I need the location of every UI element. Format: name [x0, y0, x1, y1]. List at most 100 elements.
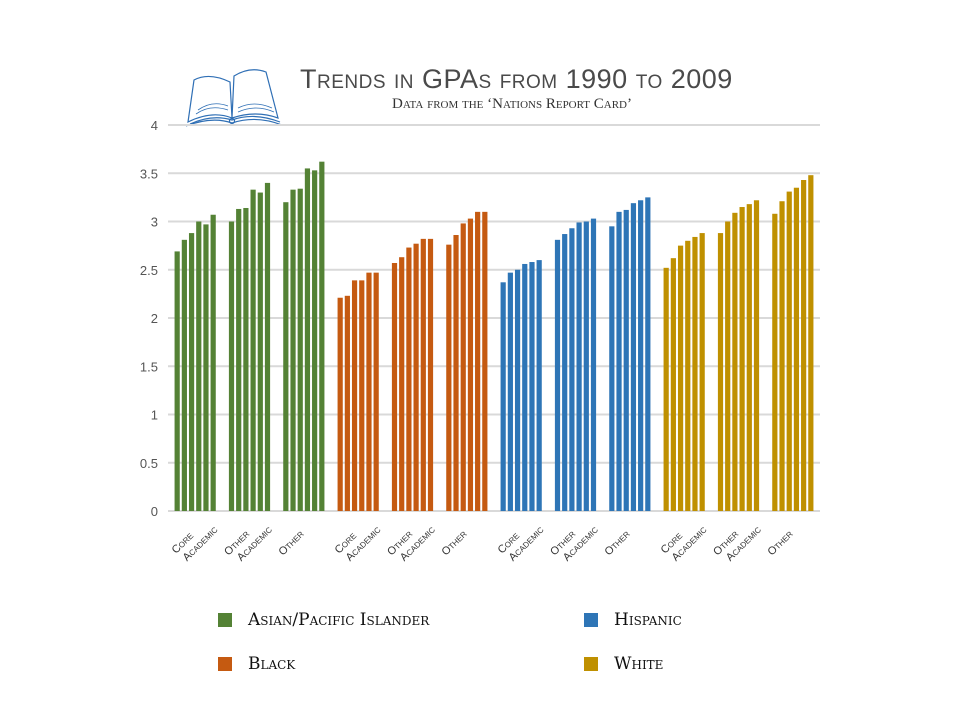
bar [482, 211, 488, 511]
legend-label: Hispanic [614, 610, 682, 630]
bar [609, 226, 615, 511]
bar [399, 257, 405, 511]
bar [373, 272, 379, 511]
bar [779, 201, 785, 512]
bar [243, 207, 249, 512]
bar [500, 282, 506, 511]
bar [725, 221, 731, 511]
y-tick-label: 4 [151, 118, 158, 133]
bar [304, 168, 311, 512]
bar [236, 208, 242, 511]
bar [391, 262, 398, 511]
bar [685, 240, 691, 512]
bar [793, 187, 800, 511]
bar [529, 262, 535, 511]
bar [616, 211, 622, 511]
bar [801, 180, 807, 511]
bar [319, 161, 325, 512]
bar [772, 213, 778, 511]
bar [663, 267, 669, 511]
x-axis-labels: CoreAcademic OtherAcademic Other CoreAcadem… [170, 515, 796, 568]
open-book-logo [185, 69, 283, 127]
bar [196, 221, 202, 511]
y-tick-label: 0.5 [140, 456, 158, 471]
bar [351, 280, 358, 511]
bar [717, 233, 724, 511]
bar [692, 236, 698, 511]
bar [453, 235, 459, 511]
y-tick-label: 0 [151, 504, 158, 519]
chart-title: Trends in GPAs from 1990 to 2009 [300, 64, 733, 94]
bar [228, 221, 235, 511]
x-category-label: CoreAcademic [496, 515, 547, 566]
bar [475, 211, 481, 511]
bar [590, 218, 597, 512]
x-category-label: CoreAcademic [333, 515, 384, 566]
bar [446, 244, 452, 511]
bar [290, 189, 296, 511]
x-category-label: Other [276, 528, 306, 558]
bar [174, 251, 180, 512]
x-category-label: CoreAcademic [659, 515, 710, 566]
gridlines [168, 124, 820, 512]
bar [264, 182, 271, 511]
bar [732, 212, 738, 511]
legend-item-asian-pacific-islander: Asian/Pacific Islander [218, 610, 429, 630]
bars [174, 161, 814, 512]
legend-item-hispanic: Hispanic [584, 610, 682, 630]
x-category-label: OtherAcademic [222, 515, 275, 568]
bar [359, 280, 365, 511]
bar [583, 221, 589, 511]
bar [460, 223, 466, 511]
bar [250, 189, 256, 511]
y-tick-label: 2 [151, 311, 158, 326]
bar [670, 258, 676, 511]
bar [569, 228, 575, 511]
bar [420, 238, 426, 511]
bar [753, 200, 760, 511]
x-category-label: OtherAcademic [548, 515, 601, 568]
bar [188, 233, 195, 511]
y-tick-label: 1.5 [140, 359, 158, 374]
bar [283, 202, 289, 511]
y-axis-ticks: 0 0.5 1 1.5 2 2.5 3 3.5 4 [140, 118, 158, 519]
bar [514, 269, 521, 511]
legend-label: Asian/Pacific Islander [248, 610, 430, 630]
bar [630, 203, 637, 512]
bar [576, 222, 582, 511]
y-tick-label: 3.5 [140, 166, 158, 181]
bar [507, 272, 513, 511]
y-tick-label: 3 [151, 215, 158, 230]
bar [312, 170, 318, 512]
bar [554, 239, 561, 511]
bar [623, 209, 629, 512]
bar [786, 191, 792, 511]
bar [413, 243, 419, 511]
x-category-label: OtherAcademic [711, 515, 764, 568]
bar [562, 234, 568, 512]
bar [638, 200, 644, 511]
legend-label: White [614, 654, 664, 674]
legend-item-black: Black [218, 654, 295, 674]
legend-swatch [218, 613, 232, 627]
bar [699, 233, 705, 511]
x-category-label: Other [765, 528, 795, 558]
bar [344, 295, 350, 511]
bar [645, 197, 651, 511]
bar [203, 224, 209, 511]
legend-item-white: White [584, 654, 663, 674]
legend-swatch [218, 657, 232, 671]
bar [366, 272, 372, 511]
bar [337, 297, 343, 511]
bar [427, 238, 434, 511]
bar [406, 247, 412, 511]
chart-subtitle: Data from the ‘Nations Report Card’ [392, 96, 632, 112]
bar [210, 214, 216, 511]
x-category-label: OtherAcademic [385, 515, 438, 568]
bar [467, 218, 474, 512]
bar [536, 260, 542, 511]
bar [746, 204, 752, 511]
legend-label: Black [248, 654, 296, 674]
y-tick-label: 1 [151, 408, 158, 423]
